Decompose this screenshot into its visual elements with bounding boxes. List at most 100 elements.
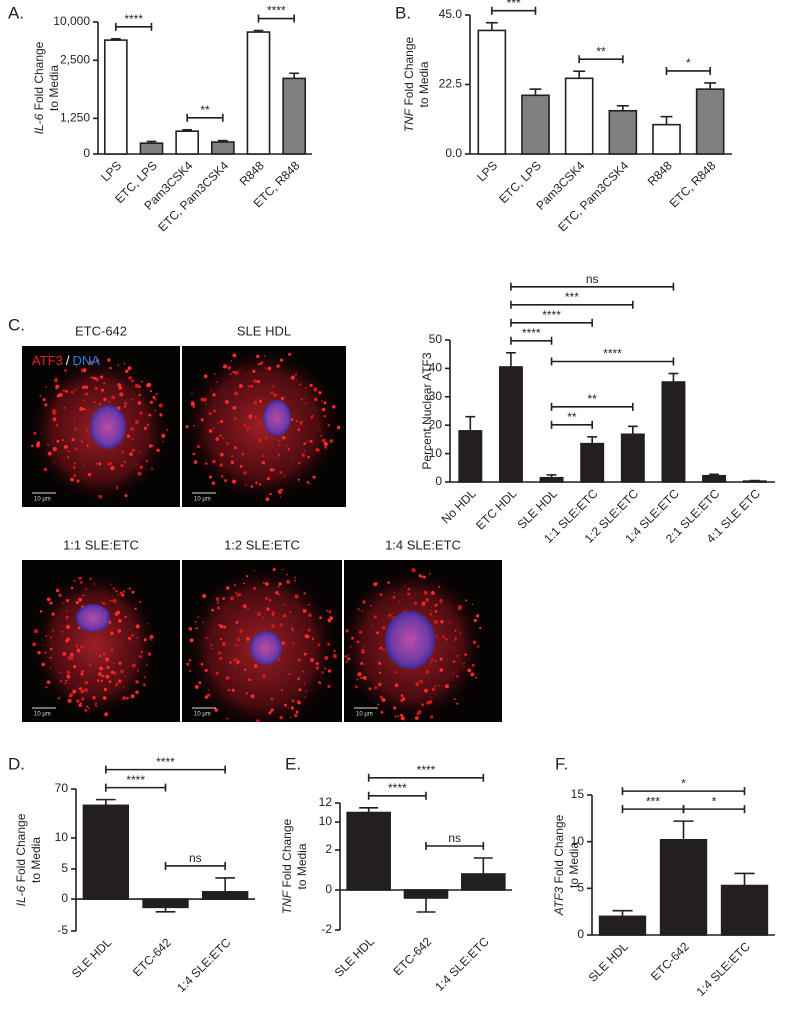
speckle	[86, 429, 89, 431]
speckle	[94, 401, 96, 403]
speckle	[315, 666, 320, 670]
y-tick-label: 5	[577, 881, 584, 895]
speckle	[220, 475, 224, 478]
y-tick-label: 50	[429, 332, 443, 346]
bar	[608, 109, 638, 155]
speckle	[286, 579, 291, 584]
scale-label: 10 µm	[356, 712, 373, 718]
significance-bracket	[164, 861, 226, 870]
speckle	[297, 461, 301, 465]
speckle	[418, 574, 422, 578]
speckle	[280, 688, 284, 692]
speckle	[302, 608, 305, 611]
speckle	[127, 366, 132, 371]
y-tick-label: 0.0	[445, 146, 462, 160]
speckle	[452, 647, 455, 649]
speckle	[425, 598, 430, 602]
bar	[346, 811, 391, 891]
speckle	[222, 437, 225, 440]
speckle	[278, 593, 280, 596]
speckle	[76, 648, 81, 653]
y-axis-label-line2: to Media	[29, 837, 43, 883]
speckle	[95, 704, 98, 707]
speckle	[431, 697, 433, 699]
significance-label: **	[200, 103, 210, 117]
speckle	[380, 710, 384, 714]
speckle	[293, 713, 298, 718]
speckle	[374, 686, 378, 690]
speckle	[290, 706, 294, 710]
speckle	[67, 450, 71, 453]
speckle	[457, 604, 462, 610]
significance-label: **	[567, 410, 577, 424]
speckle	[356, 673, 360, 676]
speckle	[207, 689, 210, 691]
speckle	[74, 427, 77, 430]
significance-label: *	[712, 794, 717, 808]
speckle	[439, 668, 444, 672]
speckle	[229, 661, 232, 664]
bar	[620, 433, 645, 483]
speckle	[102, 651, 107, 656]
speckle	[95, 462, 98, 465]
speckle	[321, 400, 323, 402]
speckle	[122, 696, 126, 701]
speckle	[281, 435, 285, 439]
speckle	[49, 647, 53, 651]
speckle	[258, 483, 262, 486]
speckle	[148, 444, 153, 448]
speckle	[248, 414, 253, 419]
y-label-text: Fold Change	[14, 813, 28, 885]
speckle	[269, 467, 274, 472]
speckle	[73, 579, 76, 582]
speckle	[361, 648, 365, 653]
speckle	[290, 375, 295, 380]
speckle	[239, 464, 243, 468]
speckle	[378, 661, 382, 665]
speckle	[289, 611, 292, 613]
speckle	[128, 587, 132, 590]
speckle	[303, 682, 306, 685]
speckle	[281, 569, 283, 571]
speckle	[156, 448, 160, 453]
speckle	[277, 585, 280, 588]
speckle	[147, 623, 149, 625]
significance-bracket	[510, 300, 634, 309]
speckle	[103, 382, 106, 385]
speckle	[308, 613, 312, 618]
panel-letter: F.	[555, 754, 568, 773]
speckle	[82, 407, 86, 411]
speckle	[107, 358, 111, 362]
speckle	[471, 663, 475, 667]
speckle	[300, 398, 303, 401]
speckle	[317, 681, 321, 684]
bar	[695, 88, 725, 155]
x-tick-label: SLE HDL	[69, 935, 115, 981]
speckle	[39, 609, 43, 613]
speckle	[82, 594, 85, 597]
y-axis-label: TNF Fold Change	[280, 818, 294, 914]
speckle	[161, 433, 166, 438]
speckle	[190, 402, 195, 407]
speckle	[294, 594, 299, 599]
speckle	[244, 668, 247, 672]
speckle	[373, 582, 378, 587]
speckle	[115, 589, 118, 593]
x-tick-label: SLE HDL	[586, 939, 632, 985]
speckle	[71, 438, 75, 442]
speckle	[421, 601, 426, 605]
speckle	[347, 657, 351, 661]
speckle	[307, 628, 311, 632]
speckle	[269, 711, 272, 714]
speckle	[41, 662, 46, 667]
speckle	[434, 685, 437, 688]
speckle	[297, 658, 301, 662]
speckle	[422, 574, 424, 576]
speckle	[297, 700, 301, 705]
y-label-text: Fold Change	[32, 41, 46, 113]
speckle	[113, 671, 117, 675]
speckle	[272, 385, 275, 388]
y-tick-label: 45.0	[439, 7, 463, 21]
speckle	[344, 655, 348, 658]
